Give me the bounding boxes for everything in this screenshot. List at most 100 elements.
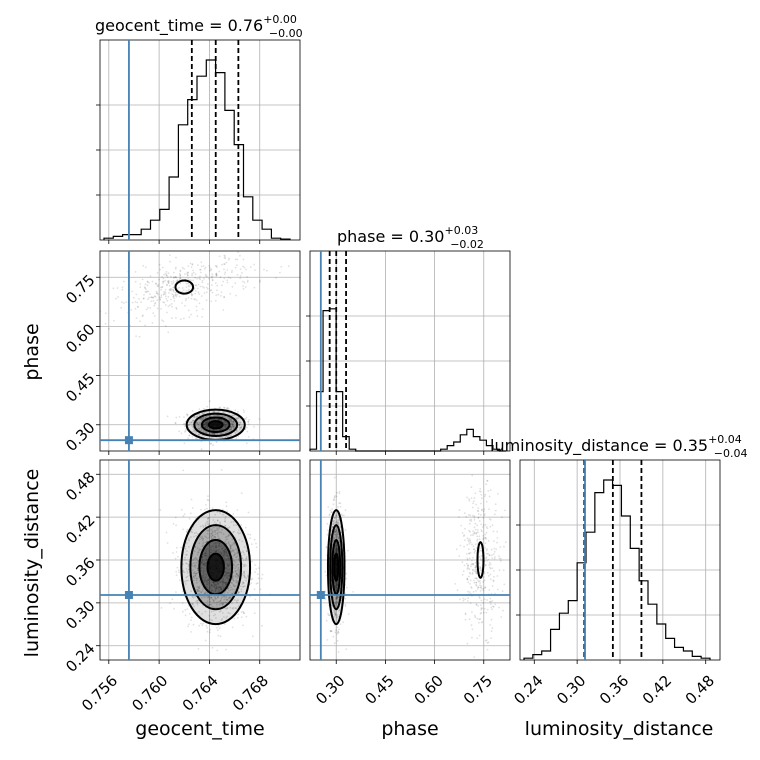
contour-line (207, 420, 224, 430)
sample-point (335, 595, 338, 598)
sample-point (333, 499, 336, 501)
axis-frame (99, 250, 301, 452)
sample-point (218, 548, 220, 551)
sample-point (223, 407, 226, 409)
sample-point (214, 589, 217, 592)
panel-geocent-time-vs-phase: 0.300.450.600.75 (62, 240, 301, 455)
sample-point (480, 550, 483, 552)
sample-point (185, 554, 188, 556)
sample-point (217, 625, 220, 627)
sample-point (207, 596, 210, 599)
sample-point (213, 584, 216, 587)
sample-point (231, 543, 234, 546)
sample-point (253, 538, 256, 541)
sample-point (207, 588, 210, 591)
sample-point (201, 537, 204, 540)
sample-point (204, 416, 207, 419)
sample-point (468, 552, 470, 555)
sample-point (159, 298, 162, 300)
sample-point (188, 434, 191, 437)
sample-point (228, 417, 230, 420)
sample-point (476, 524, 478, 527)
sample-point (169, 602, 172, 605)
sample-point (218, 543, 221, 545)
sample-point (484, 639, 487, 642)
sample-point (182, 610, 184, 613)
sample-point (197, 551, 200, 553)
sample-point (328, 514, 331, 517)
sample-point (334, 613, 337, 616)
sample-point (496, 530, 499, 533)
sample-point (172, 552, 174, 554)
sample-point (154, 301, 157, 304)
sample-point (155, 290, 158, 293)
sample-point (196, 415, 198, 418)
sample-point (216, 541, 219, 544)
sample-point (479, 569, 482, 572)
sample-point (235, 599, 238, 602)
y-tick-label: 0.45 (62, 369, 98, 405)
sample-point (208, 614, 211, 617)
sample-point (494, 503, 497, 506)
sample-point (475, 581, 478, 584)
sample-point (210, 584, 213, 587)
sample-point (130, 309, 133, 311)
sample-point (205, 504, 207, 506)
sample-point (194, 564, 196, 567)
sample-point (138, 298, 141, 300)
sample-point (221, 582, 224, 584)
sample-point (210, 530, 213, 532)
sample-point (197, 423, 200, 426)
sample-point (185, 290, 188, 292)
panel-phase-vs-luminosity-distance: 0.30 0.45 0.60 0.75 (309, 459, 511, 708)
sample-point (157, 285, 160, 288)
sample-point (196, 315, 199, 318)
sample-point (214, 240, 216, 242)
sample-point (230, 551, 233, 554)
sample-point (196, 567, 199, 570)
sample-point (218, 415, 221, 417)
sample-point (210, 418, 213, 421)
sample-point (473, 526, 476, 529)
sample-point (181, 266, 184, 269)
sample-point (171, 283, 174, 285)
sample-point (215, 546, 218, 549)
sample-point (461, 573, 464, 576)
sample-point (170, 288, 173, 290)
sample-point (477, 604, 480, 607)
sample-point (337, 521, 340, 524)
sample-point (474, 566, 477, 569)
sample-point (190, 616, 193, 619)
sample-point (471, 571, 474, 574)
sample-point (254, 571, 256, 573)
sample-point (193, 579, 195, 582)
sample-point (222, 554, 225, 557)
sample-point (472, 514, 474, 517)
sample-point (192, 269, 195, 272)
sample-point (223, 623, 226, 625)
sample-point (191, 263, 194, 265)
sample-point (480, 529, 483, 531)
sample-point (229, 561, 232, 564)
sample-point (216, 626, 218, 629)
sample-point (188, 288, 190, 291)
sample-point (492, 530, 495, 533)
sample-point (236, 554, 239, 557)
sample-point (222, 533, 225, 535)
sample-point (215, 274, 218, 277)
sample-point (480, 549, 482, 552)
sample-point (254, 598, 257, 601)
sample-point (207, 547, 209, 550)
sample-point (335, 598, 338, 600)
sample-point (235, 572, 238, 575)
sample-point (214, 582, 217, 584)
y-tick-label: 0.24 (62, 640, 98, 676)
sample-point (219, 432, 222, 435)
sample-point (229, 545, 232, 548)
sample-point (211, 279, 214, 281)
sample-point (223, 257, 226, 259)
sample-point (204, 524, 207, 527)
sample-point (336, 584, 338, 587)
sample-point (206, 630, 209, 633)
sample-point (217, 583, 220, 586)
